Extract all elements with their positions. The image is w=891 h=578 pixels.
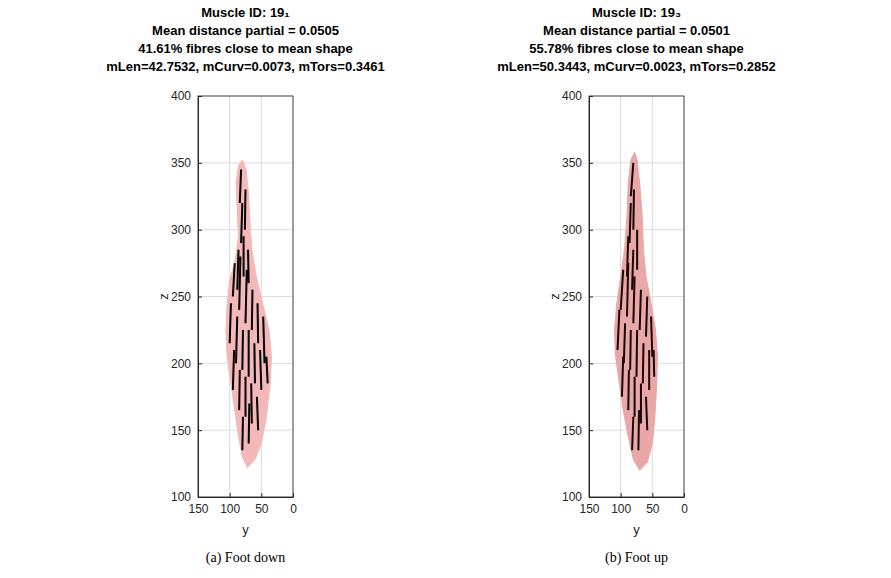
tick-label: 100 [562,490,582,504]
tick-mark [589,163,593,164]
marks [226,160,272,467]
tick: 100 [220,493,240,516]
tick: 300 [171,223,202,237]
title: mLen=42.7532, mCurv=0.0073, mTors=0.3461 [106,59,384,74]
tick: 400 [562,89,593,103]
tick-label: 350 [562,156,582,170]
tick: 200 [562,357,593,371]
tick-label: 0 [290,502,297,516]
tick-mark [589,297,593,298]
tick: 150 [562,424,593,438]
x-axis: 150 100 50 0 [579,493,688,516]
title: mLen=50.3443, mCurv=0.0023, mTors=0.2852 [497,59,775,74]
tick-mark [589,230,593,231]
tick: 400 [171,89,202,103]
tick-mark [589,96,593,97]
tick-label: 300 [562,223,582,237]
y-axis: 100 150 200 250 300 350 400 [171,89,202,504]
grid [589,96,684,497]
tick-mark [198,230,202,231]
tick-mark [261,493,262,497]
tick-mark [293,493,294,497]
tick-mark [198,430,202,431]
tick-mark [589,497,593,498]
tick-label: 400 [171,89,191,103]
tick: 0 [290,493,297,516]
axis-line [590,497,685,498]
tick-label: 400 [562,89,582,103]
tick-mark [198,163,202,164]
marks [614,152,657,470]
tick-label: 200 [562,357,582,371]
fibres [230,170,268,451]
caption: (a) Foot down [206,550,285,566]
tick-mark [198,297,202,298]
title: 41.61% fibres close to mean shape [138,41,353,56]
tick-label: 150 [188,502,208,516]
tick-label: 250 [562,290,582,304]
tick-mark [684,493,685,497]
tick-label: 300 [171,223,191,237]
axis-title: y [242,522,249,537]
tick-mark [621,493,622,497]
tick: 100 [171,490,202,504]
tick: 300 [562,223,593,237]
tick: 100 [562,490,593,504]
title: Muscle ID: 19₁ [201,5,289,20]
plot-background [198,96,293,497]
tick: 250 [171,290,202,304]
tick: 100 [611,493,631,516]
axis-title: z [547,293,562,300]
axis-title: z [156,293,171,300]
tick-label: 150 [171,424,191,438]
grid [198,96,293,497]
tick-label: 150 [579,502,599,516]
tick: 50 [646,493,660,516]
panel: 150100500100150200250300350400yzMuscle I… [497,5,775,566]
caption: (b) Foot up [605,550,668,566]
tick-mark [198,96,202,97]
tick: 0 [681,493,688,516]
tick-label: 50 [255,502,269,516]
title: Muscle ID: 19₃ [592,5,681,20]
tick: 350 [562,156,593,170]
panel: 150100500100150200250300350400yzMuscle I… [106,5,384,566]
tick-mark [652,493,653,497]
plot-background [589,96,684,497]
tick-label: 100 [171,490,191,504]
tick-label: 100 [220,502,240,516]
tick-label: 150 [562,424,582,438]
tick: 250 [562,290,593,304]
plot-frame [589,96,684,497]
tick-mark [198,363,202,364]
grid-line [198,162,293,163]
tick: 350 [171,156,202,170]
tick-mark [589,430,593,431]
y-axis: 100 150 200 250 300 350 400 [562,89,593,504]
figure: 150100500100150200250300350400yzMuscle I… [0,0,891,578]
fibres [618,163,655,450]
muscle-outline [226,160,272,467]
tick-label: 200 [171,357,191,371]
tick-label: 350 [171,156,191,170]
title: Mean distance partial = 0.0501 [543,23,730,38]
tick-mark [230,493,231,497]
tick-mark [198,497,202,498]
tick: 200 [171,357,202,371]
title: 55.78% fibres close to mean shape [529,41,744,56]
tick-label: 50 [646,502,660,516]
tick: 50 [255,493,269,516]
tick-label: 100 [611,502,631,516]
x-axis: 150 100 50 0 [188,493,297,516]
plot-frame [198,96,293,497]
tick-label: 250 [171,290,191,304]
tick-label: 0 [681,502,688,516]
axis-line [199,497,294,498]
tick: 150 [171,424,202,438]
tick-mark [589,363,593,364]
muscle-outline [614,152,657,470]
axis-title: y [633,522,640,537]
title: Mean distance partial = 0.0505 [152,23,339,38]
